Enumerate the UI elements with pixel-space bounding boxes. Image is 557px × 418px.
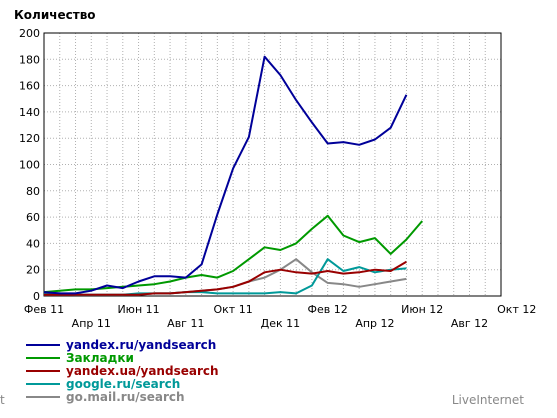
y-tick-labels: 0 20 40 60 80 100 120 140 160 180 200 [19, 27, 40, 303]
x-tick-label: Дек 11 [261, 317, 301, 330]
y-tick-label: 80 [26, 185, 40, 198]
footer-left-fragment: t [0, 393, 5, 407]
y-tick-label: 40 [26, 237, 40, 250]
x-tick-labels: Фев 11 Апр 11 Июн 11 Авг 11 Окт 11 Дек 11 Фев … [24, 303, 536, 330]
legend-label: go.mail.ru/search [66, 390, 185, 404]
x-tick-label: Окт 11 [213, 303, 252, 316]
series-layer [43, 55, 423, 296]
x-tick-label: Фев 11 [24, 303, 64, 316]
legend-label: Закладки [66, 351, 134, 365]
grid [43, 32, 502, 297]
footer-brand: LiveInternet [452, 393, 524, 407]
x-tick-label: Апр 12 [355, 317, 394, 330]
x-tick-label: Окт 12 [497, 303, 536, 316]
y-tick-label: 160 [19, 80, 40, 93]
y-tick-label: 0 [33, 290, 40, 303]
x-tick-label: Июн 11 [117, 303, 159, 316]
y-tick-label: 200 [19, 27, 40, 40]
x-tick-label: Июн 12 [401, 303, 443, 316]
x-tick-label: Апр 11 [72, 317, 111, 330]
legend: yandex.ru/yandsearchЗакладкиyandex.ua/ya… [26, 338, 219, 404]
y-tick-label: 100 [19, 159, 40, 172]
y-tick-label: 120 [19, 132, 40, 145]
y-tick-label: 180 [19, 53, 40, 66]
y-axis-title: Количество [14, 8, 96, 22]
series-line [43, 214, 423, 294]
y-tick-label: 60 [26, 211, 40, 224]
series-line [44, 260, 407, 296]
y-tick-label: 140 [19, 106, 40, 119]
legend-label: google.ru/search [66, 377, 180, 391]
x-tick-label: Авг 11 [167, 317, 204, 330]
series-line [43, 55, 408, 295]
plot-frame [43, 32, 502, 297]
legend-label: yandex.ua/yandsearch [66, 364, 219, 378]
x-tick-label: Авг 12 [451, 317, 488, 330]
x-tick-label: Фев 12 [308, 303, 348, 316]
legend-label: yandex.ru/yandsearch [66, 338, 216, 352]
y-tick-label: 20 [26, 264, 40, 277]
